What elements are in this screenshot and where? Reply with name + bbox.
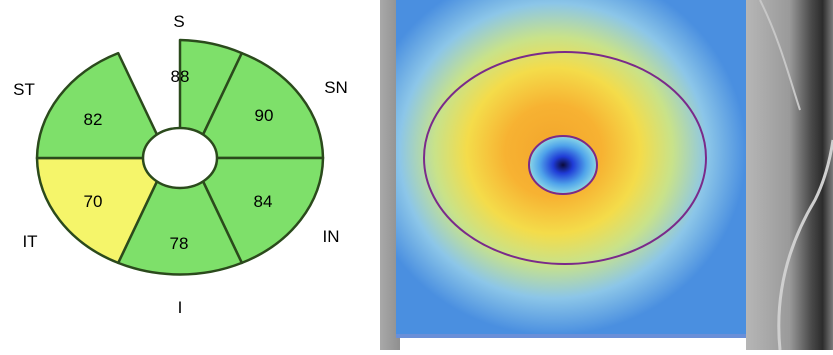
- center-hole: [141, 126, 219, 190]
- sector-diagram-panel: 88 90 84 78 70 82 S SN IN I IT ST: [0, 0, 380, 350]
- value-inferonasal: 84: [254, 192, 273, 211]
- fundus-left-strip: [380, 0, 400, 350]
- label-inferior: I: [178, 298, 183, 317]
- label-superonasal: SN: [324, 78, 348, 97]
- value-superior: 88: [171, 67, 190, 86]
- fovea: [530, 137, 596, 193]
- label-inferonasal: IN: [323, 227, 340, 246]
- value-inferior: 78: [170, 234, 189, 253]
- heatmap-border: [396, 334, 746, 338]
- fundus-vessel: [759, 0, 801, 111]
- sector-superotemporal: [35, 51, 163, 160]
- label-inferotemporal: IT: [22, 232, 37, 251]
- fundus-right-area: [746, 0, 833, 350]
- inner-measurement-circle: [528, 135, 598, 195]
- thickness-map-panel: [380, 0, 833, 351]
- sector-diagram: 88 90 84 78 70 82 S SN IN I IT ST: [13, 12, 348, 317]
- label-superior: S: [173, 12, 184, 31]
- label-superotemporal: ST: [13, 80, 35, 99]
- fundus-vessel: [777, 139, 833, 351]
- outer-measurement-circle: [423, 51, 707, 265]
- value-superotemporal: 82: [84, 110, 103, 129]
- value-inferotemporal: 70: [84, 192, 103, 211]
- value-superonasal: 90: [255, 106, 274, 125]
- thickness-map-image: [380, 0, 833, 351]
